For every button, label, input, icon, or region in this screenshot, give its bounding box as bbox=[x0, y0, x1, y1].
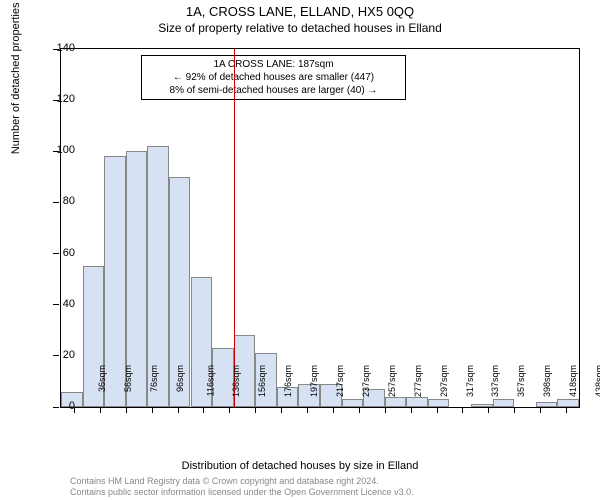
annotation-line-3: 8% of semi-detached houses are larger (4… bbox=[146, 84, 401, 97]
x-tick-label: 357sqm bbox=[516, 365, 526, 397]
x-tick bbox=[462, 407, 463, 413]
x-tick-label: 317sqm bbox=[465, 365, 475, 397]
x-tick-label: 96sqm bbox=[175, 365, 185, 392]
x-axis-label: Distribution of detached houses by size … bbox=[0, 460, 600, 472]
x-tick-label: 418sqm bbox=[568, 365, 578, 397]
reference-line bbox=[234, 49, 235, 407]
y-tick-label: 80 bbox=[45, 195, 75, 207]
x-tick-label: 277sqm bbox=[413, 365, 423, 397]
chart-title: 1A, CROSS LANE, ELLAND, HX5 0QQ bbox=[0, 0, 600, 19]
x-tick-label: 76sqm bbox=[149, 365, 159, 392]
y-tick-label: 140 bbox=[45, 42, 75, 54]
x-tick bbox=[333, 407, 334, 413]
x-tick bbox=[178, 407, 179, 413]
y-tick-label: 0 bbox=[45, 400, 75, 412]
x-tick bbox=[540, 407, 541, 413]
plot-area: 1A CROSS LANE: 187sqm ← 92% of detached … bbox=[60, 48, 580, 408]
x-tick bbox=[566, 407, 567, 413]
histogram-bar bbox=[557, 399, 579, 407]
x-tick bbox=[100, 407, 101, 413]
histogram-bar bbox=[471, 404, 493, 407]
x-tick-label: 176sqm bbox=[283, 365, 293, 397]
x-tick bbox=[488, 407, 489, 413]
annotation-line-1: 1A CROSS LANE: 187sqm bbox=[146, 58, 401, 71]
x-tick bbox=[411, 407, 412, 413]
x-tick-label: 237sqm bbox=[361, 365, 371, 397]
x-tick bbox=[385, 407, 386, 413]
x-tick bbox=[307, 407, 308, 413]
y-tick-label: 120 bbox=[45, 93, 75, 105]
histogram-bar bbox=[385, 397, 407, 407]
x-tick-label: 297sqm bbox=[439, 365, 449, 397]
y-tick-label: 60 bbox=[45, 247, 75, 259]
x-tick bbox=[437, 407, 438, 413]
x-tick bbox=[152, 407, 153, 413]
x-tick bbox=[514, 407, 515, 413]
x-tick-label: 56sqm bbox=[123, 365, 133, 392]
x-tick bbox=[255, 407, 256, 413]
x-tick-label: 217sqm bbox=[335, 365, 345, 397]
x-tick-label: 438sqm bbox=[594, 365, 600, 397]
x-tick-label: 116sqm bbox=[205, 365, 215, 396]
x-tick-label: 197sqm bbox=[309, 365, 319, 397]
x-tick-label: 398sqm bbox=[542, 365, 552, 397]
footer-attribution: Contains HM Land Registry data © Crown c… bbox=[70, 476, 414, 498]
annotation-box: 1A CROSS LANE: 187sqm ← 92% of detached … bbox=[141, 55, 406, 100]
footer-line-1: Contains HM Land Registry data © Crown c… bbox=[70, 476, 414, 487]
histogram-bar bbox=[428, 399, 450, 407]
x-tick-label: 36sqm bbox=[97, 365, 107, 392]
x-tick bbox=[281, 407, 282, 413]
x-tick-label: 257sqm bbox=[387, 365, 397, 397]
x-tick-label: 156sqm bbox=[257, 365, 267, 397]
y-tick-label: 40 bbox=[45, 298, 75, 310]
y-tick-label: 20 bbox=[45, 349, 75, 361]
x-tick bbox=[359, 407, 360, 413]
chart-subtitle: Size of property relative to detached ho… bbox=[0, 19, 600, 35]
histogram-bar bbox=[406, 397, 428, 407]
x-tick bbox=[229, 407, 230, 413]
footer-line-2: Contains public sector information licen… bbox=[70, 487, 414, 498]
chart-container: 1A, CROSS LANE, ELLAND, HX5 0QQ Size of … bbox=[0, 0, 600, 500]
histogram-bar bbox=[493, 399, 515, 407]
histogram-bar bbox=[536, 402, 558, 407]
x-tick bbox=[126, 407, 127, 413]
x-tick bbox=[203, 407, 204, 413]
annotation-line-2: ← 92% of detached houses are smaller (44… bbox=[146, 71, 401, 84]
histogram-bar bbox=[342, 399, 364, 407]
x-tick-label: 337sqm bbox=[490, 365, 500, 397]
x-tick-label: 136sqm bbox=[231, 365, 241, 397]
y-tick-label: 100 bbox=[45, 144, 75, 156]
y-axis-label: Number of detached properties bbox=[10, 3, 22, 155]
